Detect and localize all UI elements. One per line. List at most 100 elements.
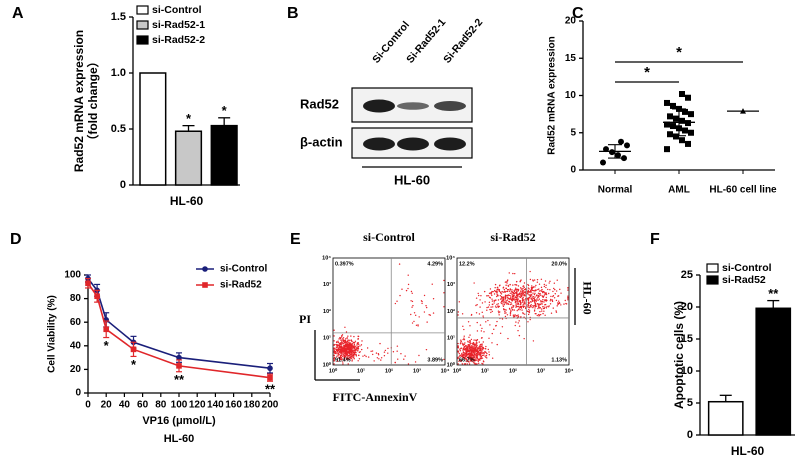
event-dot [474,347,477,349]
event-dot [563,303,565,305]
event-dot [513,309,516,311]
event-dot [502,287,504,289]
event-dot [459,348,461,350]
event-dot [545,296,547,299]
event-dot [506,294,508,297]
event-dot [511,294,513,296]
event-dot [353,347,356,349]
event-dot [477,352,479,355]
event-dot [412,304,414,307]
bar [755,307,792,436]
event-dot [490,311,492,314]
event-dot [494,290,497,293]
event-dot [477,294,480,297]
event-dot [470,351,473,354]
event-dot [426,321,428,323]
event-dot [348,358,351,360]
event-dot [333,354,335,357]
event-dot [519,303,522,305]
event-dot [478,347,480,350]
event-dot [392,351,395,353]
event-dot [336,350,339,352]
event-dot [397,358,399,360]
event-dot [481,344,483,346]
event-dot [524,305,526,308]
event-dot [502,302,504,304]
y-tick-label: 10⁰ [323,361,332,368]
event-dot [476,330,479,332]
event-dot [476,339,479,341]
event-dot [546,299,548,302]
blot-band [363,99,395,113]
event-dot [522,285,524,288]
event-dot [523,303,525,305]
event-dot [432,297,435,300]
event-dot [333,350,336,353]
event-dot [528,297,530,299]
event-dot [340,353,342,355]
event-dot [499,332,502,335]
event-dot [346,350,348,352]
y-tick-label: 0 [687,429,693,441]
event-dot [423,294,426,297]
event-dot [554,293,556,295]
row-label: β-actin [300,134,343,149]
event-dot [496,288,498,291]
event-dot [475,349,478,352]
event-dot [405,289,408,292]
event-dot [500,293,503,295]
event-dot [461,354,464,357]
event-dot [537,307,539,310]
event-dot [487,306,490,308]
event-dot [356,345,358,347]
y-axis-label: Apoptotic cells (%) [672,301,686,409]
event-dot [342,340,345,342]
event-dot [347,363,349,365]
event-dot [353,350,356,352]
event-dot [480,343,482,346]
event-dot [550,295,552,298]
event-dot [567,287,569,289]
event-dot [479,299,481,301]
event-dot [527,306,529,308]
event-dot [457,363,459,365]
event-dot [396,350,398,352]
event-dot [528,305,530,307]
event-dot [337,349,340,351]
y-axis-label: PI [299,312,311,326]
event-dot [345,338,347,340]
event-dot [479,346,481,348]
event-dot [486,352,488,355]
legend-label: si-Rad52 [722,274,766,286]
event-dot [471,358,473,360]
event-dot [499,311,501,313]
significance-mark: * [131,357,137,372]
event-dot [360,348,363,351]
event-dot [509,298,511,300]
event-dot [371,350,374,352]
x-tick-label: 40 [119,400,131,411]
event-dot [462,325,464,328]
event-dot [502,299,505,301]
event-dot [340,339,342,341]
event-dot [538,294,540,297]
event-dot [477,358,479,361]
event-dot [517,322,519,324]
event-dot [528,288,530,290]
event-dot [479,350,482,352]
event-dot [400,353,402,355]
event-dot [496,293,498,295]
x-tick-label: 160 [225,400,242,411]
event-dot [518,293,520,296]
event-dot [497,299,500,301]
event-dot [491,342,493,344]
event-dot [468,361,470,363]
event-dot [396,345,399,347]
event-dot [488,351,490,353]
event-dot [510,301,512,304]
event-dot [519,301,522,303]
plot-title: si-Control [363,230,415,244]
event-dot [491,298,493,300]
event-dot [529,304,532,307]
event-dot [476,321,478,324]
